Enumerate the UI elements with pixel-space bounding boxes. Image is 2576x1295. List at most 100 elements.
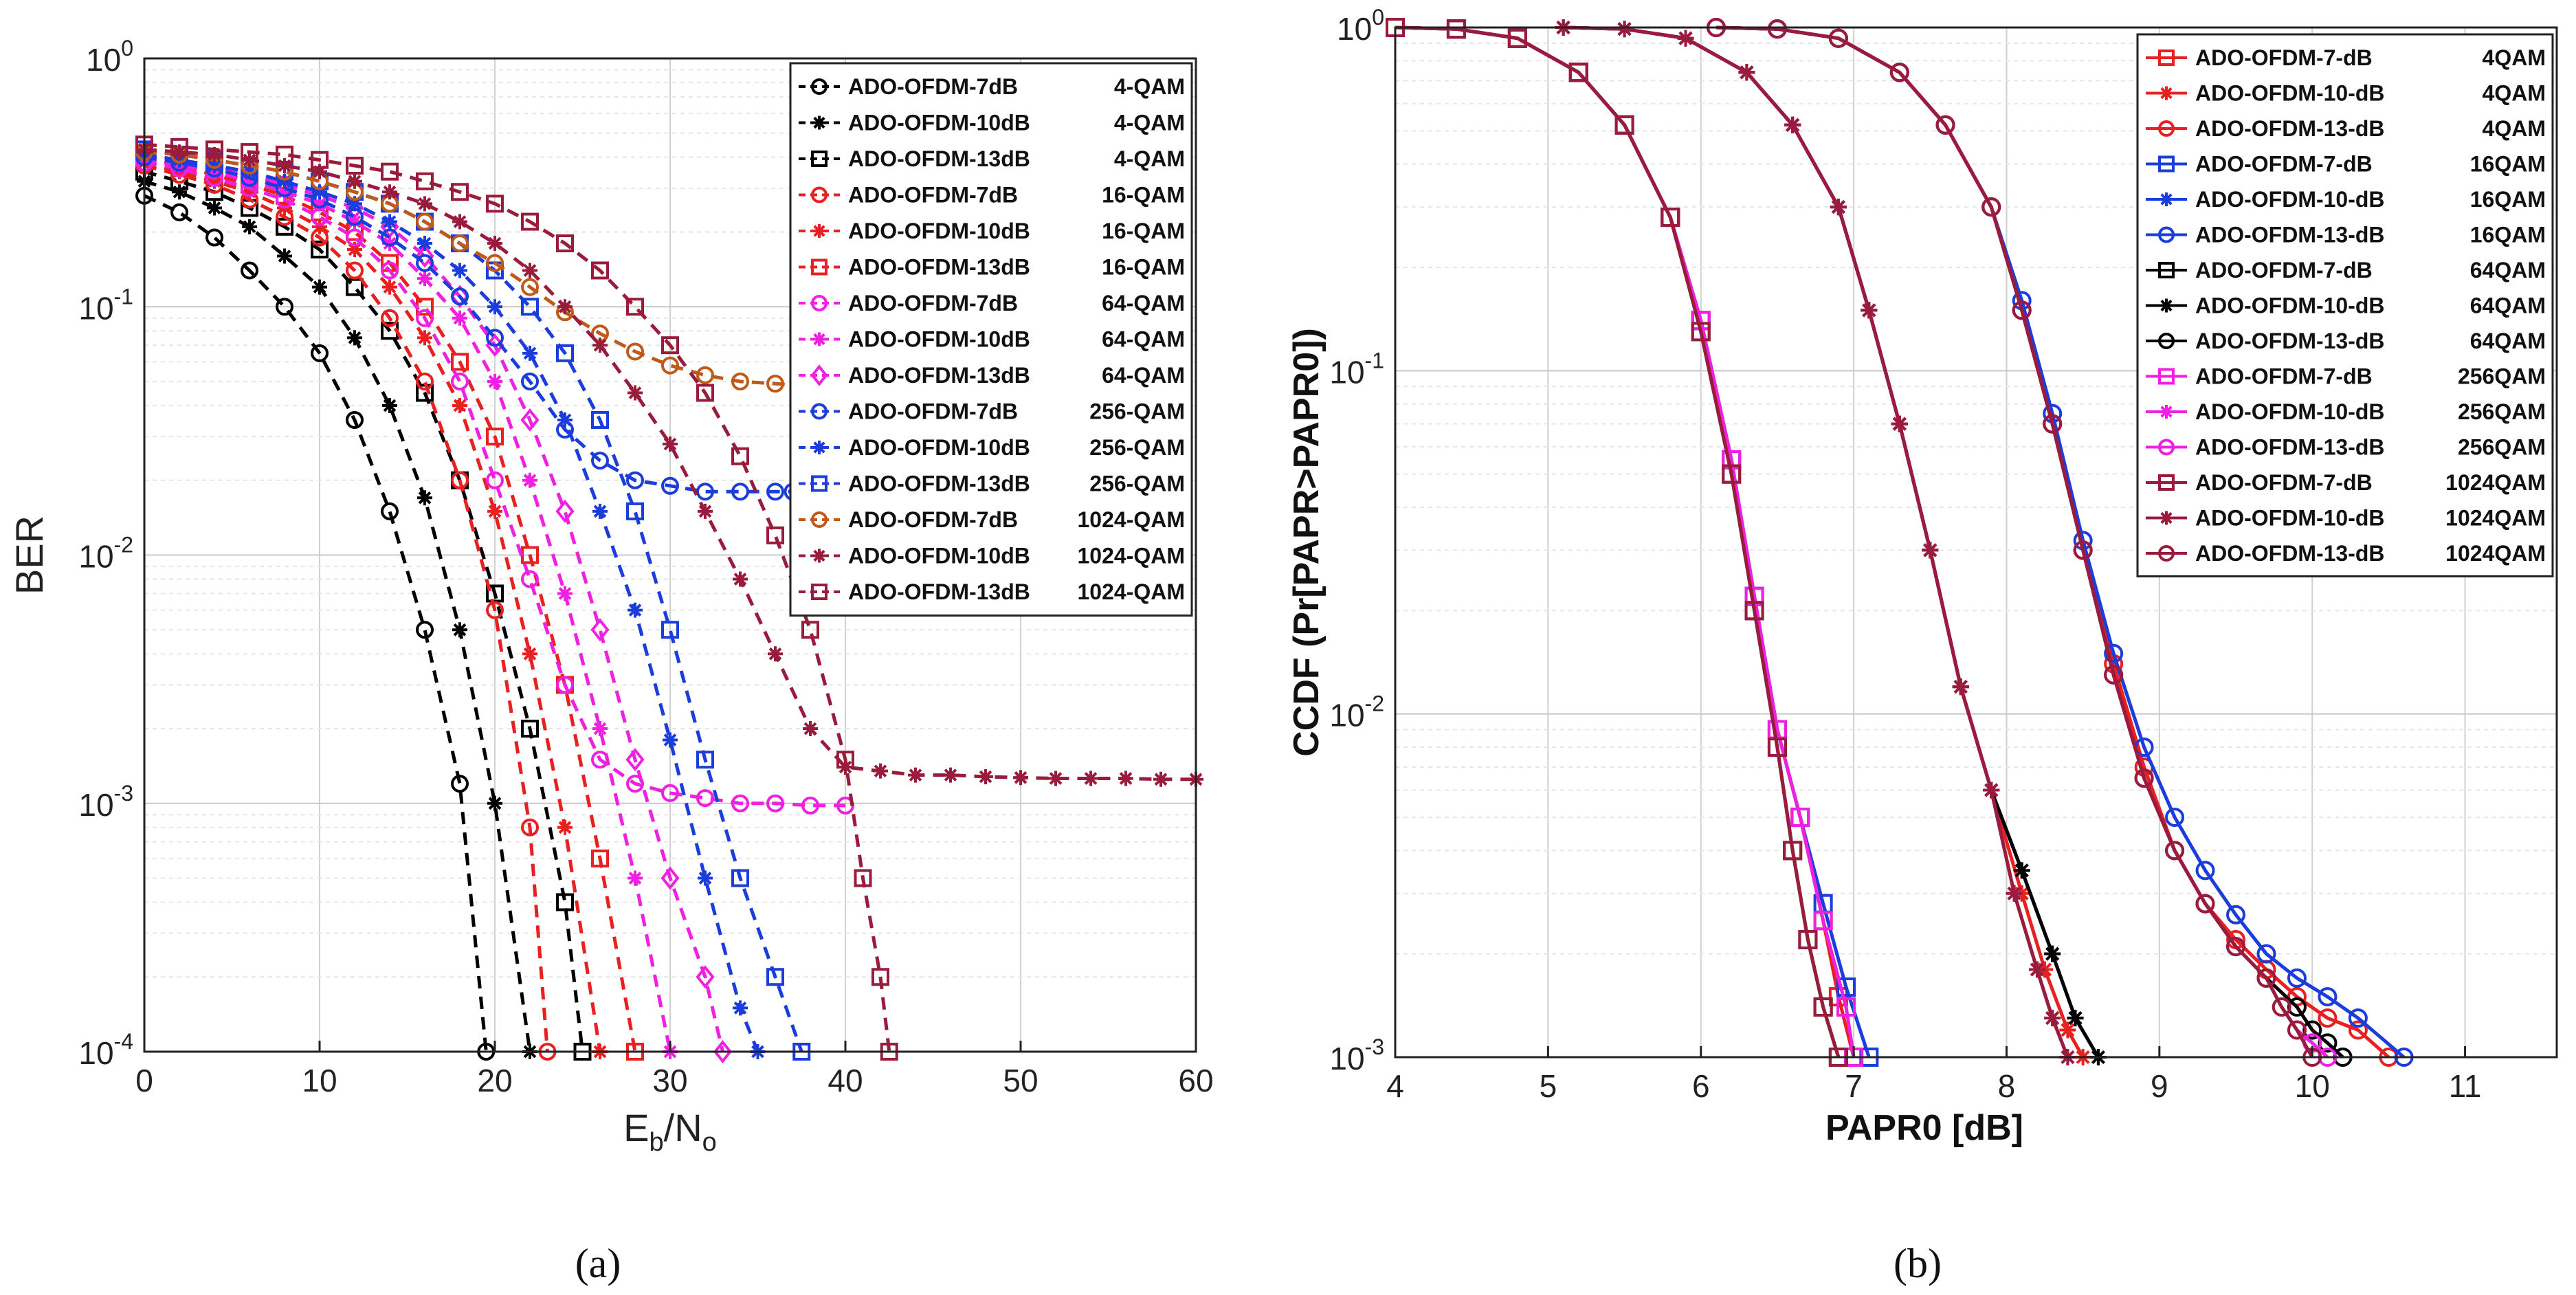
data-point [731, 483, 749, 501]
legend-item: ADO-OFDM-13-dB 64QAM [2146, 329, 2546, 353]
data-point [801, 796, 819, 815]
y-tick-label: 100 [1337, 5, 1384, 47]
panel-a-ber-chart: 0 10 20 30 40 50 60 100 10-1 10-2 10-3 10-4 BER Eb/No… [8, 36, 1214, 1157]
legend-marker [811, 151, 828, 167]
data-point [521, 212, 539, 231]
legend-marker [811, 258, 828, 276]
legend-label: ADO-OFDM-7dB [848, 183, 1018, 208]
data-point [241, 143, 258, 162]
data-point [1983, 782, 2000, 799]
legend-item: ADO-OFDM-13dB 16-QAM [799, 255, 1185, 280]
legend-mod: 16-QAM [1102, 219, 1185, 243]
data-point [1738, 64, 1755, 81]
data-point [417, 330, 432, 346]
x-tick-label: 50 [1003, 1063, 1038, 1098]
data-point [1722, 464, 1742, 484]
y-tick-label: 10-2 [1329, 691, 1384, 733]
data-point [312, 164, 327, 179]
data-point [556, 893, 574, 911]
legend-mod: 4QAM [2483, 45, 2546, 70]
legend-item: ADO-OFDM-10-dB 16QAM [2146, 187, 2546, 212]
data-point [908, 767, 923, 783]
data-point [660, 866, 680, 890]
data-point [521, 372, 539, 390]
legend-label: ADO-OFDM-13dB [848, 579, 1030, 604]
data-point [1661, 208, 1680, 228]
data-point [415, 244, 434, 268]
data-point [2043, 414, 2063, 434]
legend-item: ADO-OFDM-10dB 16-QAM [799, 219, 1185, 243]
legend-item: ADO-OFDM-7dB 64-QAM [799, 291, 1185, 316]
legend-box [2136, 33, 2554, 577]
data-point [2195, 894, 2215, 914]
legend-label: ADO-OFDM-7-dB [2195, 258, 2373, 283]
data-point [801, 621, 819, 639]
data-point [696, 366, 714, 384]
data-point [346, 228, 364, 247]
legend-label: ADO-OFDM-13-dB [2195, 435, 2385, 460]
data-point [416, 212, 434, 231]
legend-item: ADO-OFDM-10-dB 4QAM [2146, 81, 2546, 106]
caption-a: (a) [575, 1241, 621, 1286]
data-point [591, 452, 609, 470]
data-point [451, 372, 469, 390]
data-point [311, 241, 329, 259]
legend-marker [811, 584, 828, 600]
data-point [978, 769, 993, 785]
legend-label: ADO-OFDM-7dB [848, 291, 1018, 316]
data-point [2044, 1010, 2061, 1027]
legend-label: ADO-OFDM-7dB [848, 507, 1018, 532]
series-12 [1386, 18, 1848, 1067]
legend-mod: 64-QAM [1102, 291, 1185, 316]
data-point [346, 278, 364, 296]
data-point [1784, 116, 1801, 133]
data-point [766, 375, 784, 393]
legend-item: ADO-OFDM-10dB 1024-QAM [799, 544, 1185, 568]
x-tick-label: 8 [1998, 1068, 2016, 1104]
data-point [661, 356, 679, 375]
data-point [626, 342, 644, 361]
data-point [698, 870, 713, 886]
data-point [698, 503, 713, 519]
data-point [661, 784, 679, 802]
data-point [628, 385, 643, 401]
legend-mod: 4QAM [2483, 116, 2546, 141]
data-point [1616, 21, 1633, 38]
legend-label: ADO-OFDM-13dB [848, 255, 1030, 280]
data-point [311, 151, 329, 169]
data-point [382, 236, 397, 252]
legend-item: ADO-OFDM-10-dB 1024QAM [2146, 506, 2546, 531]
data-point [590, 618, 610, 642]
data-point [381, 162, 399, 181]
legend-marker [812, 441, 826, 454]
series-line [144, 150, 846, 390]
legend-mod: 64QAM [2470, 329, 2546, 353]
data-point [451, 471, 469, 489]
data-point [2318, 1008, 2338, 1028]
x-tick-label: 6 [1692, 1068, 1710, 1104]
legend-mod: 16QAM [2470, 152, 2546, 177]
data-point [207, 146, 222, 162]
data-point [1891, 415, 1908, 432]
y-tick-label: 100 [86, 36, 133, 78]
data-point [486, 584, 504, 603]
x-tick-label: 11 [2449, 1068, 2482, 1104]
data-point [487, 373, 502, 389]
series-line [144, 170, 584, 1052]
legend-mod: 1024-QAM [1078, 579, 1186, 604]
x-axis-label: PAPR0 [dB] [1825, 1108, 2023, 1148]
data-point [346, 410, 364, 429]
legend-label: ADO-OFDM-13-dB [2195, 116, 2385, 141]
data-point [417, 490, 432, 506]
data-point [2028, 961, 2045, 978]
data-point [277, 184, 292, 200]
data-point [1048, 771, 1063, 786]
legend-mod: 4QAM [2483, 81, 2546, 106]
legend-marker [2158, 368, 2175, 385]
data-point [628, 870, 643, 886]
data-point [207, 157, 222, 173]
data-point [1677, 30, 1694, 47]
x-tick-label: 40 [828, 1063, 863, 1098]
legend-label: ADO-OFDM-7-dB [2195, 470, 2373, 495]
